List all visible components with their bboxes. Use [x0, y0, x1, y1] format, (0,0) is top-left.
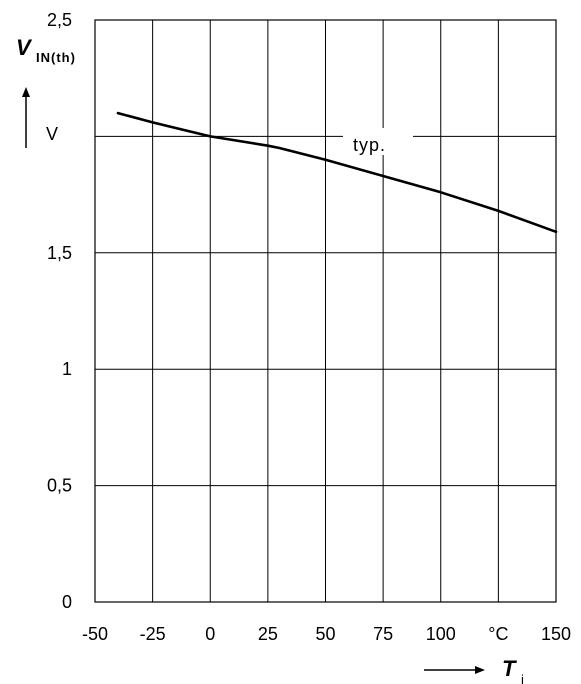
x-axis-symbol: T — [502, 656, 517, 681]
annotation-typ: typ. — [353, 135, 386, 155]
x-axis-subscript: j — [520, 672, 524, 684]
data-point — [497, 209, 500, 213]
x-tick-label: 75 — [373, 624, 393, 644]
x-tick-label: 150 — [541, 624, 571, 644]
y-tick-label: 1,5 — [47, 243, 72, 263]
annotation-background — [343, 128, 413, 155]
plot-frame — [94, 19, 557, 603]
series-line — [116, 111, 558, 234]
x-tick-label: 100 — [426, 624, 456, 644]
x-tick-labels: -50 -25 0 25 50 75 100 °C 150 — [82, 624, 571, 644]
y-axis-subscript: IN(th) — [36, 50, 76, 65]
y-tick-label: 0 — [62, 592, 72, 612]
data-point — [266, 144, 270, 147]
x-tick-label: 25 — [258, 624, 278, 644]
data-points — [116, 111, 558, 234]
data-point — [324, 158, 327, 161]
y-axis-unit: V — [46, 124, 58, 144]
data-point — [439, 191, 442, 194]
data-point — [209, 135, 212, 138]
y-tick-label: 0,5 — [47, 476, 72, 496]
x-tick-label: °C — [488, 624, 508, 644]
data-point — [381, 174, 385, 178]
x-tick-label: 50 — [315, 624, 335, 644]
data-point — [116, 111, 120, 115]
x-tick-label: -50 — [82, 624, 108, 644]
data-point — [151, 121, 154, 124]
data-point — [278, 146, 281, 150]
y-tick-label: 1 — [62, 359, 72, 379]
grid — [95, 20, 556, 602]
x-tick-label: -25 — [140, 624, 166, 644]
y-tick-label: 2,5 — [47, 10, 72, 30]
y-axis-symbol: V — [16, 35, 33, 60]
x-tick-label: 0 — [205, 624, 215, 644]
y-tick-labels: 0 0,5 1 1,5 2,5 — [47, 10, 72, 612]
data-point — [554, 230, 558, 234]
